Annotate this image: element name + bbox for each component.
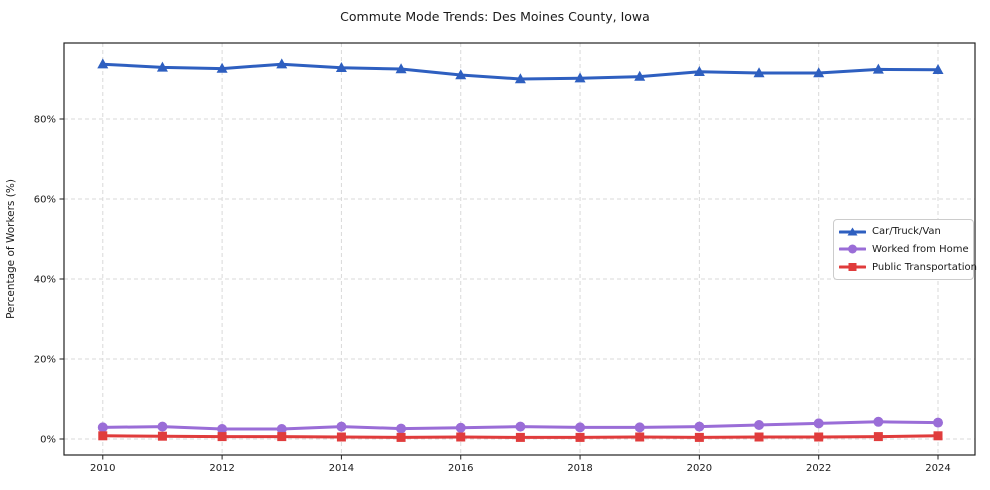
x-tick-label: 2024 xyxy=(925,463,950,474)
series-public-transportation-marker xyxy=(98,431,108,441)
series-public-transportation-marker xyxy=(694,432,704,442)
y-tick-label: 80% xyxy=(34,115,56,126)
x-tick-label: 2016 xyxy=(448,463,473,474)
series-worked-from-home-marker xyxy=(933,417,944,428)
series-worked-from-home-marker xyxy=(813,418,824,429)
series-public-transportation-marker xyxy=(277,432,287,442)
series-car-truck-van-marker xyxy=(335,62,347,72)
x-tick-label: 2018 xyxy=(567,463,592,474)
legend-label-worked-from-home: Worked from Home xyxy=(872,243,969,255)
series-worked-from-home-marker xyxy=(634,422,645,433)
series-worked-from-home-marker xyxy=(157,421,168,432)
series-public-transportation-marker xyxy=(873,432,883,442)
series-car-truck-van-marker xyxy=(872,63,884,74)
series-car-truck-van-marker xyxy=(156,61,168,72)
series-worked-from-home-marker xyxy=(336,421,347,432)
series-worked-from-home-marker xyxy=(515,421,526,432)
x-tick-label: 2020 xyxy=(687,463,712,474)
series-public-transportation-marker xyxy=(814,432,824,442)
legend-item-car-truck-van: Car/Truck/Van xyxy=(839,226,967,238)
legend-item-public-transportation: Public Transportation xyxy=(839,261,977,273)
series-public-transportation-marker xyxy=(575,432,585,442)
series-car-truck-van-marker xyxy=(813,67,825,78)
y-tick-label: 40% xyxy=(34,275,56,286)
y-tick-label: 0% xyxy=(40,435,56,446)
series-car-truck-van-marker xyxy=(395,63,407,74)
series-car-truck-van-marker xyxy=(514,73,526,84)
legend-label-public-transportation: Public Transportation xyxy=(872,261,977,273)
chart-title: Commute Mode Trends: Des Moines County, … xyxy=(340,9,650,24)
series-public-transportation-marker xyxy=(933,431,943,441)
x-tick-label: 2012 xyxy=(209,463,234,474)
series-worked-from-home-marker xyxy=(754,420,765,430)
series-public-transportation-marker xyxy=(217,432,227,442)
plot-border xyxy=(63,42,976,456)
series-worked-from-home-marker xyxy=(217,424,228,434)
series-worked-from-home-marker xyxy=(455,422,466,433)
series-car-truck-van-marker xyxy=(753,67,765,78)
series-car-truck-van-marker xyxy=(216,62,228,73)
series-car-truck-van-marker xyxy=(276,58,288,69)
series-public-transportation-marker xyxy=(754,432,764,442)
series-worked-from-home-marker xyxy=(276,424,287,434)
series-car-truck-van-marker xyxy=(97,58,109,69)
series-car-truck-van-marker xyxy=(932,64,944,74)
series-worked-from-home-marker xyxy=(396,423,407,434)
legend-label-car-truck-van: Car/Truck/Van xyxy=(872,226,941,238)
series-worked-from-home-marker xyxy=(575,422,586,433)
series-car-truck-van-marker xyxy=(693,66,705,76)
series-worked-from-home-marker xyxy=(97,422,108,433)
legend: Car/Truck/Van Worked from Home Public Tr… xyxy=(833,219,977,280)
series-car-truck-van-marker xyxy=(455,69,467,80)
series-public-transportation-marker xyxy=(635,432,645,442)
plot-area xyxy=(64,43,975,455)
legend-marker-car-truck-van-icon xyxy=(839,227,866,236)
series-public-transportation-marker xyxy=(396,432,406,442)
legend-marker-public-transportation-icon xyxy=(839,263,866,272)
series-public-transportation-marker xyxy=(456,432,466,442)
series-car-truck-van-marker xyxy=(574,72,586,83)
x-tick-label: 2010 xyxy=(90,463,115,474)
y-tick-label: 20% xyxy=(34,355,56,366)
series-worked-from-home-marker xyxy=(694,421,705,432)
legend-marker-worked-from-home-icon xyxy=(839,244,866,254)
series-public-transportation-marker xyxy=(336,432,346,442)
y-tick-label: 60% xyxy=(34,195,56,206)
series-car-truck-van-marker xyxy=(634,70,646,81)
x-tick-label: 2022 xyxy=(806,463,831,474)
series-public-transportation-marker xyxy=(515,432,525,442)
legend-item-worked-from-home: Worked from Home xyxy=(839,243,969,255)
x-tick-label: 2014 xyxy=(329,463,354,474)
series-worked-from-home-marker xyxy=(873,416,884,427)
series-public-transportation-marker xyxy=(157,431,167,441)
